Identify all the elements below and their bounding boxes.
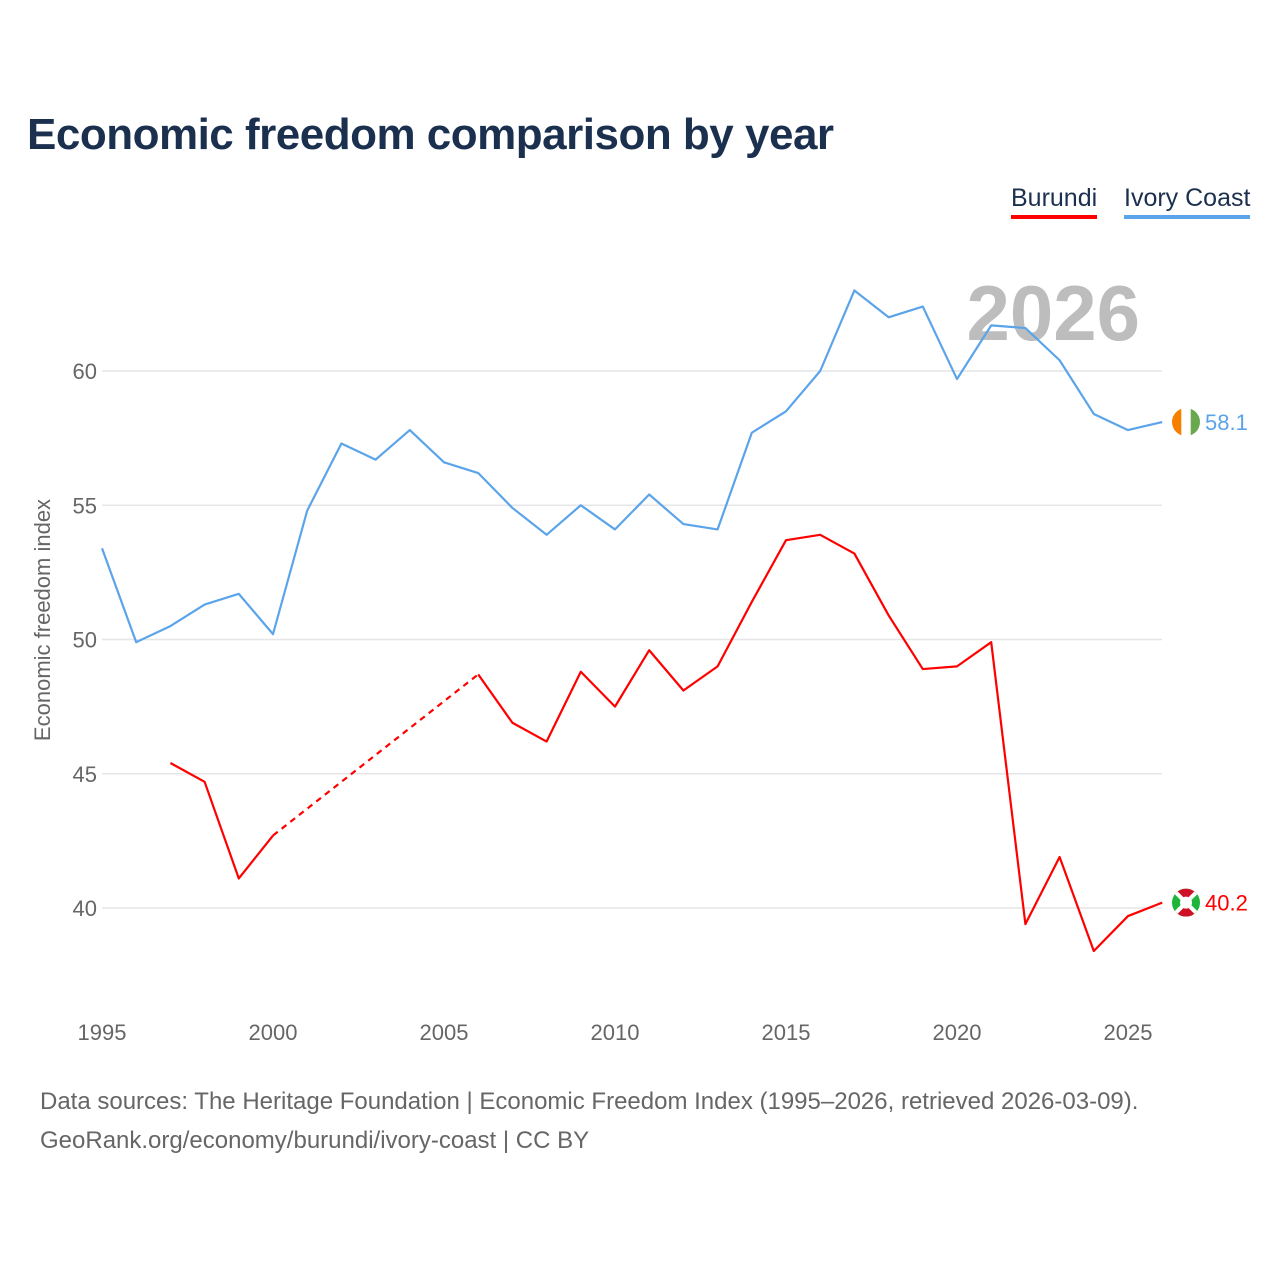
x-tick-label: 1995 [78,1020,127,1045]
x-tick-label: 2015 [762,1020,811,1045]
x-tick-label: 2000 [249,1020,298,1045]
y-tick-label: 40 [73,896,97,921]
legend-ivory-coast[interactable]: Ivory Coast [1124,184,1251,219]
chart-title: Economic freedom comparison by year [27,110,834,159]
flag-icon-burundi [1172,888,1200,917]
flag-icon-ivory-coast [1172,408,1200,437]
y-tick-label: 55 [73,493,97,518]
series-gap-burundi [272,673,479,837]
y-tick-label: 45 [73,762,97,787]
end-value-label-burundi: 40.2 [1205,891,1248,916]
legend-burundi[interactable]: Burundi [1011,184,1098,219]
series-line-burundi [477,533,1163,953]
x-tick-label: 2020 [933,1020,982,1045]
year-watermark: 2026 [966,269,1140,357]
y-tick-label: 50 [73,628,97,653]
x-tick-label: 2010 [591,1020,640,1045]
x-tick-label: 2025 [1104,1020,1153,1045]
footer-credit: GeoRank.org/economy/burundi/ivory-coast … [40,1127,590,1154]
series-line-burundi [169,762,274,880]
footer-sources: Data sources: The Heritage Foundation | … [40,1088,1139,1115]
y-tick-label: 60 [73,359,97,384]
x-tick-label: 2005 [420,1020,469,1045]
end-value-label-ivory-coast: 58.1 [1205,410,1248,435]
y-axis-label: Economic freedom index [30,499,55,741]
series-line-ivory-coast [100,289,1163,644]
